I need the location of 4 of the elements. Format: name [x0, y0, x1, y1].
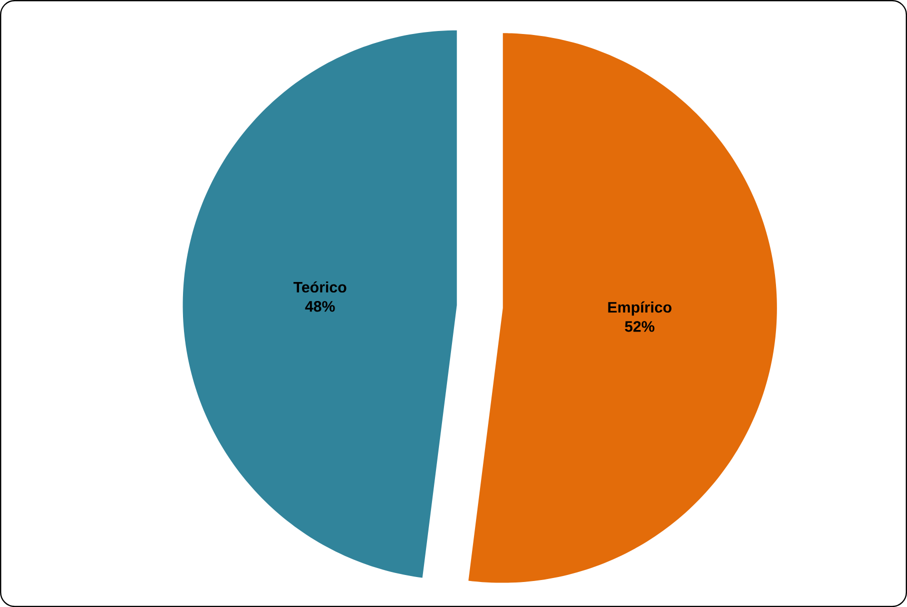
- slice-label: Empírico: [608, 301, 672, 316]
- slice-label: Teórico: [293, 281, 346, 293]
- data-label: 48%: [305, 300, 335, 312]
- data-label: 52%: [624, 321, 654, 332]
